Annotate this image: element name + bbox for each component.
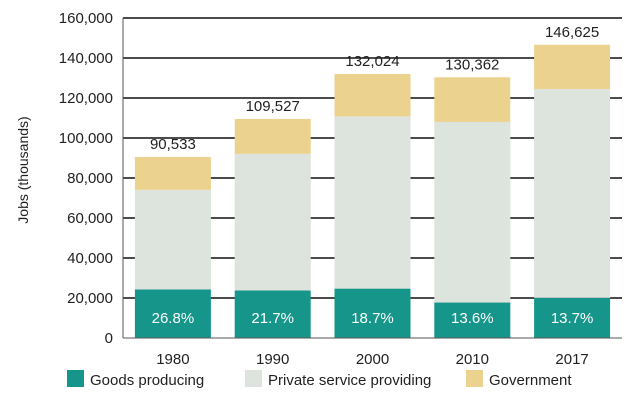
bar-segment-government: [134, 156, 211, 190]
bar-segment-government: [534, 44, 611, 90]
bar-segment-government: [434, 77, 511, 122]
bar-segment-private-service-providing: [534, 89, 611, 298]
x-tick-label: 1990: [256, 351, 289, 368]
bar-segment-private-service-providing: [134, 189, 211, 290]
bar-segment-goods-producing: [234, 290, 311, 338]
total-label: 90,533: [150, 136, 196, 153]
x-tick-label: 2010: [456, 351, 489, 368]
total-label: 130,362: [445, 56, 499, 73]
x-tick-label: 1980: [156, 351, 189, 368]
goods-share-label: 13.6%: [451, 310, 494, 327]
y-tick-label: 120,000: [59, 90, 113, 107]
legend: Goods producing Private service providing…: [67, 370, 572, 389]
data-labels: 90,533 26.8% 109,527 21.7% 132,024 18.7% 130,3…: [150, 24, 599, 327]
bar-segment-goods-producing: [534, 297, 611, 338]
bar-segment-government: [334, 73, 411, 117]
y-tick-label: 40,000: [67, 250, 113, 267]
bars: [134, 44, 611, 338]
total-label: 132,024: [345, 53, 399, 70]
goods-share-label: 18.7%: [351, 310, 394, 327]
bar-segment-private-service-providing: [434, 121, 511, 303]
goods-share-label: 13.7%: [551, 310, 594, 327]
total-label: 109,527: [246, 98, 300, 115]
y-tick-label: 0: [105, 330, 113, 347]
bar-segment-goods-producing: [434, 302, 511, 338]
y-axis-title: Jobs (thousands): [15, 116, 31, 223]
y-tick-label: 140,000: [59, 50, 113, 67]
legend-swatch: [67, 370, 84, 387]
goods-share-label: 26.8%: [152, 310, 195, 327]
bar-segment-goods-producing: [134, 289, 211, 338]
bar-segment-goods-producing: [334, 288, 411, 338]
legend-label: Private service providing: [268, 372, 431, 389]
goods-share-label: 21.7%: [251, 310, 294, 327]
legend-swatch: [466, 370, 483, 387]
bar-segment-private-service-providing: [234, 153, 311, 291]
legend-label: Goods producing: [90, 372, 204, 389]
y-tick-label: 160,000: [59, 10, 113, 27]
total-label: 146,625: [545, 24, 599, 41]
legend-label: Government: [489, 372, 572, 389]
x-tick-label: 2000: [356, 351, 389, 368]
y-tick-label: 60,000: [67, 210, 113, 227]
y-tick-label: 20,000: [67, 290, 113, 307]
axes: 0 20,000 40,000 60,000 80,000 100,000 120,000 1…: [59, 10, 622, 368]
bar-segment-government: [234, 118, 311, 154]
bar-segment-private-service-providing: [334, 116, 411, 289]
legend-swatch: [245, 370, 262, 387]
y-tick-label: 100,000: [59, 130, 113, 147]
x-tick-label: 2017: [555, 351, 588, 368]
y-tick-label: 80,000: [67, 170, 113, 187]
